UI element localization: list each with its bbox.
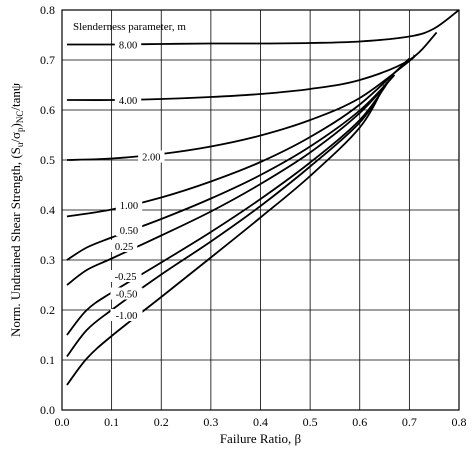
y-tick-label: 0.4 <box>40 203 55 217</box>
curve-labels: 8.00 4.00 2.00 1.00 0.50 0.25 -0.25 -0.50 -1.00 <box>109 38 165 322</box>
curve-label: 2.00 <box>142 152 160 163</box>
x-tick-label: 0.1 <box>104 415 119 429</box>
x-tick-label: 0.8 <box>452 415 467 429</box>
x-tick-label: 0.0 <box>55 415 70 429</box>
x-tick-label: 0.3 <box>203 415 218 429</box>
curve-label: -1.00 <box>116 311 138 322</box>
curve-label-background <box>115 224 143 236</box>
curve-label-background <box>115 199 143 211</box>
x-tick-label: 0.5 <box>303 415 318 429</box>
y-tick-label: 0.8 <box>40 3 55 17</box>
curve-label-background <box>114 94 142 106</box>
y-tick-label: 0.2 <box>40 303 55 317</box>
y-tick-label: 0.1 <box>40 353 55 367</box>
y-tick-label: 0.3 <box>40 253 55 267</box>
curve-label: 1.00 <box>120 201 138 212</box>
y-tick-label: 0.5 <box>40 153 55 167</box>
curve-label: 0.25 <box>115 242 133 253</box>
y-axis-label: Norm. Undrained Shear Strength, (Su/σp)N… <box>8 83 25 337</box>
curve-label: 4.00 <box>119 96 137 107</box>
curve-label: -0.25 <box>115 272 137 283</box>
y-tick-label: 0.6 <box>40 103 55 117</box>
curve-m-0-25 <box>66 76 393 286</box>
x-tick-label: 0.4 <box>253 415 268 429</box>
curve-m-0-50 <box>66 74 396 261</box>
x-tick-labels: 0.0 0.1 0.2 0.3 0.4 0.5 0.6 0.7 0.8 <box>55 415 467 429</box>
legend-annotation: Slenderness parameter, m <box>73 21 186 33</box>
y-tick-label: 0.0 <box>40 403 55 417</box>
curve-m-1-00 <box>66 57 410 218</box>
curve-label: -0.50 <box>116 289 138 300</box>
y-tick-label: 0.7 <box>40 53 55 67</box>
y-tick-labels: 0.0 0.1 0.2 0.3 0.4 0.5 0.6 0.7 0.8 <box>40 3 55 417</box>
curves <box>66 9 460 386</box>
curve-m--1-00 <box>66 84 386 386</box>
curve-label: 0.50 <box>120 226 138 237</box>
curve-label-background <box>109 270 142 282</box>
curve-label-background <box>110 287 143 300</box>
curve-label-background <box>138 150 165 163</box>
curve-label-background <box>110 240 138 252</box>
x-tick-label: 0.7 <box>402 415 417 429</box>
curve-label-background <box>114 38 142 51</box>
x-tick-label: 0.2 <box>154 415 169 429</box>
x-tick-label: 0.6 <box>352 415 367 429</box>
curve-label: 8.00 <box>119 40 137 51</box>
plot-frame <box>61 9 460 411</box>
curve-m--0-25 <box>66 79 391 336</box>
curve-m--0-50 <box>66 81 388 358</box>
x-axis-label: Failure Ratio, β <box>220 431 302 446</box>
curve-label-background <box>110 309 143 321</box>
